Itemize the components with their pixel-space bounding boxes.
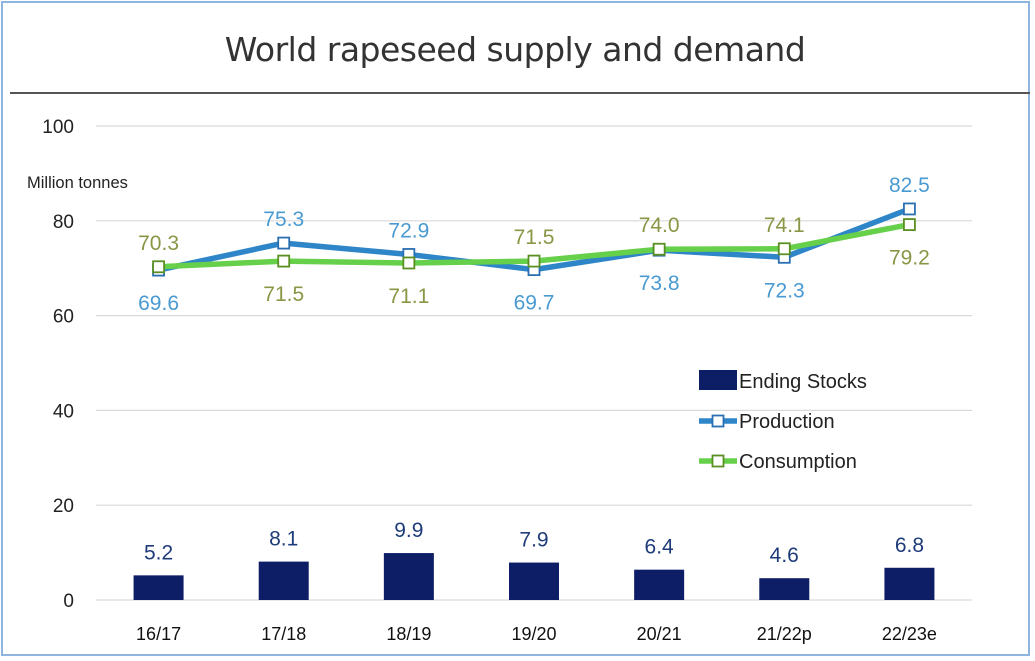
- x-tick-label: 18/19: [386, 624, 431, 644]
- consumption-marker: [903, 218, 916, 231]
- y-tick-label: 60: [53, 307, 74, 328]
- x-tick-label: 20/21: [637, 624, 682, 644]
- bar: [759, 578, 810, 600]
- bar: [634, 569, 685, 600]
- x-tick-label: 22/23e: [882, 624, 937, 644]
- legend: Ending Stocks Production Consumption: [699, 370, 867, 473]
- consumption-marker: [527, 254, 541, 268]
- bar-value-label: 4.6: [770, 544, 799, 567]
- bar: [509, 562, 559, 600]
- bar: [133, 575, 184, 600]
- x-axis-ticks: 16/17 17/18 18/19 19/20 20/21 21/22p 22/23e: [136, 624, 937, 644]
- legend-swatch-marker: [711, 454, 725, 468]
- production-value-label: 72.3: [764, 279, 805, 302]
- legend-label: Consumption: [739, 451, 857, 473]
- production-marker: [903, 202, 916, 216]
- bar: [258, 561, 309, 600]
- chart-title: World rapeseed supply and demand: [224, 30, 806, 69]
- title-divider: [10, 92, 1030, 94]
- consumption-marker: [652, 242, 666, 256]
- legend-label: Production: [739, 411, 835, 433]
- x-tick-label: 21/22p: [757, 624, 812, 644]
- y-tick-label: 100: [42, 117, 74, 138]
- consumption-marker: [152, 260, 165, 274]
- production-marker: [277, 236, 291, 250]
- x-tick-label: 17/18: [261, 624, 306, 644]
- consumption-value-label: 79.2: [889, 247, 930, 270]
- bar-value-label: 8.1: [269, 528, 298, 551]
- legend-swatch-bar: [699, 370, 737, 390]
- production-value-label: 82.5: [889, 174, 930, 197]
- production-value-label: 69.6: [138, 292, 179, 315]
- bar-value-label: 6.4: [645, 536, 675, 559]
- y-axis-ticks: 0 20 40 60 80 100: [42, 117, 74, 612]
- consumption-value-label: 71.1: [388, 285, 429, 308]
- production-value-label: 73.8: [639, 272, 680, 295]
- consumption-marker: [777, 242, 791, 256]
- consumption-value-label: 71.5: [514, 226, 555, 249]
- gridlines: [96, 125, 972, 601]
- bar-value-label: 9.9: [394, 519, 423, 542]
- consumption-value-label: 70.3: [138, 232, 179, 255]
- bar: [383, 553, 434, 600]
- production-value-label: 69.7: [514, 292, 555, 315]
- production-value-label: 72.9: [388, 219, 429, 242]
- consumption-marker: [402, 256, 416, 270]
- legend-label: Ending Stocks: [739, 371, 867, 393]
- y-axis-label: Million tonnes: [27, 174, 128, 192]
- consumption-marker: [277, 254, 291, 268]
- y-tick-label: 80: [53, 212, 74, 233]
- bar-series: [133, 553, 935, 600]
- bar-value-label: 7.9: [519, 529, 548, 552]
- consumption-value-label: 74.1: [764, 214, 805, 237]
- consumption-value-label: 74.0: [639, 214, 680, 237]
- y-tick-label: 40: [53, 401, 74, 422]
- legend-swatch-marker: [711, 414, 725, 428]
- bar-value-label: 5.2: [144, 541, 173, 564]
- line-series: [152, 202, 916, 277]
- production-value-label: 75.3: [263, 208, 304, 231]
- data-labels: 5.2 8.1 9.9 7.9 6.4 4.6 6.8 69.6 70.3 75.3 71.5 72.…: [138, 174, 930, 567]
- consumption-value-label: 71.5: [263, 283, 304, 306]
- x-tick-label: 16/17: [136, 624, 181, 644]
- bar: [884, 567, 935, 600]
- y-tick-label: 20: [53, 496, 74, 517]
- x-tick-label: 19/20: [511, 624, 556, 644]
- y-tick-label: 0: [63, 591, 74, 612]
- bar-value-label: 6.8: [895, 534, 924, 557]
